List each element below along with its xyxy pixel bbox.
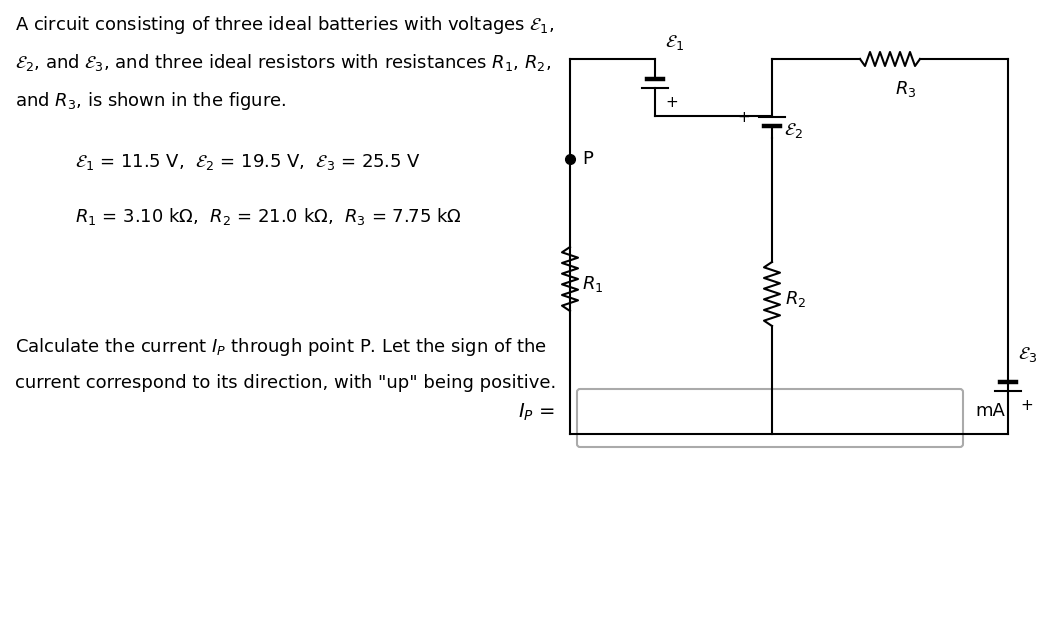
Text: current correspond to its direction, with "up" being positive.: current correspond to its direction, wit… <box>15 374 556 392</box>
FancyBboxPatch shape <box>577 389 963 447</box>
Text: +: + <box>1020 398 1032 413</box>
Text: +: + <box>737 109 750 124</box>
Text: Calculate the current $I_P$ through point P. Let the sign of the: Calculate the current $I_P$ through poin… <box>15 336 547 358</box>
Text: $R_2$: $R_2$ <box>785 289 806 309</box>
Text: $R_3$: $R_3$ <box>895 79 917 99</box>
Text: $I_P$ =: $I_P$ = <box>518 402 555 423</box>
Text: $\mathcal{E}_3$: $\mathcal{E}_3$ <box>1018 345 1038 364</box>
Text: $\mathcal{E}_2$: $\mathcal{E}_2$ <box>784 121 803 140</box>
Text: and $R_3$, is shown in the figure.: and $R_3$, is shown in the figure. <box>15 90 287 112</box>
Text: $\mathcal{E}_2$, and $\mathcal{E}_3$, and three ideal resistors with resistances: $\mathcal{E}_2$, and $\mathcal{E}_3$, an… <box>15 52 551 73</box>
Text: $R_1$ = 3.10 k$\Omega$,  $R_2$ = 21.0 k$\Omega$,  $R_3$ = 7.75 k$\Omega$: $R_1$ = 3.10 k$\Omega$, $R_2$ = 21.0 k$\… <box>75 206 462 227</box>
Text: $R_1$: $R_1$ <box>582 274 603 294</box>
Text: +: + <box>665 95 678 109</box>
Text: mA: mA <box>975 402 1005 420</box>
Text: A circuit consisting of three ideal batteries with voltages $\mathcal{E}_1$,: A circuit consisting of three ideal batt… <box>15 14 554 36</box>
Text: P: P <box>582 150 593 168</box>
Text: $\mathcal{E}_1$: $\mathcal{E}_1$ <box>665 33 684 52</box>
Text: $\mathcal{E}_1$ = 11.5 V,  $\mathcal{E}_2$ = 19.5 V,  $\mathcal{E}_3$ = 25.5 V: $\mathcal{E}_1$ = 11.5 V, $\mathcal{E}_2… <box>75 152 421 172</box>
